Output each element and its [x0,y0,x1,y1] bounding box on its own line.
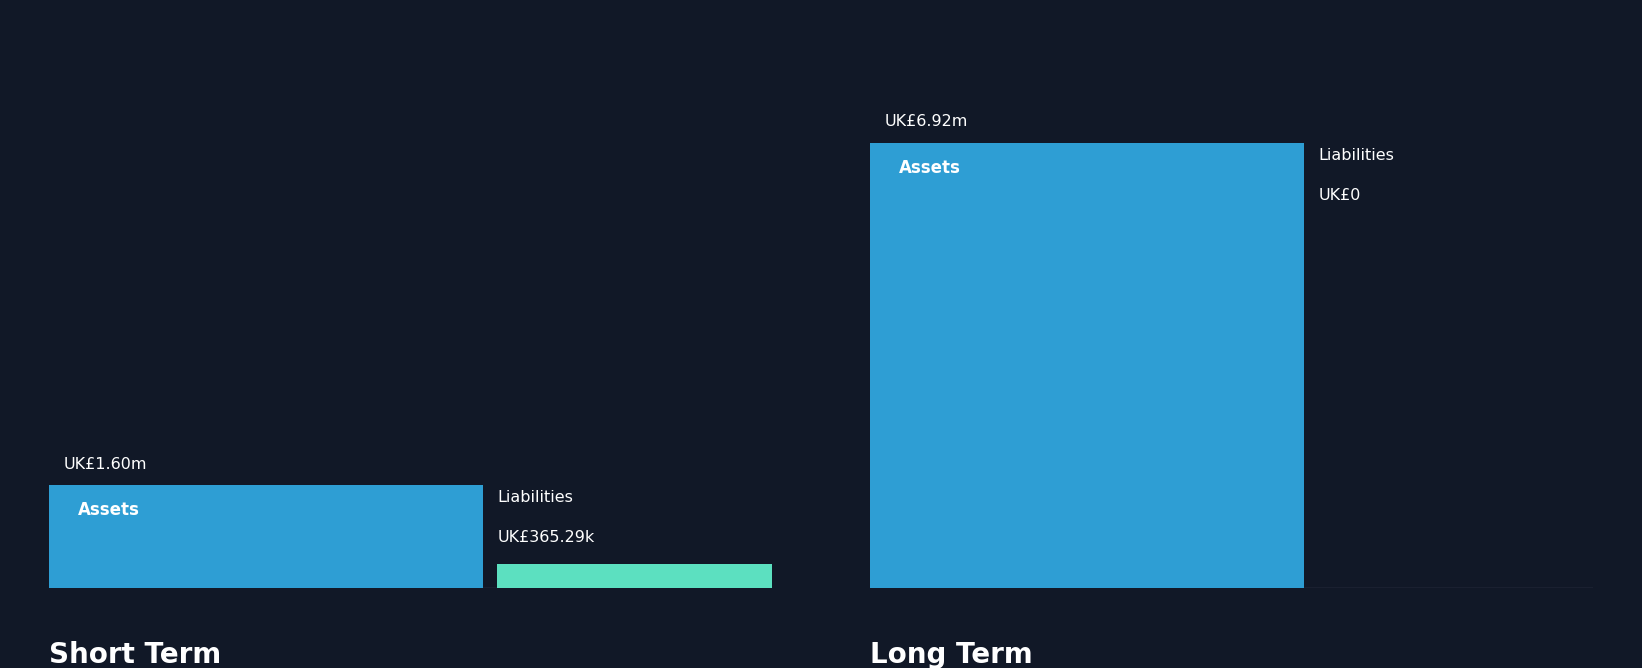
Text: Short Term: Short Term [49,641,222,668]
Text: UK£1.60m: UK£1.60m [64,456,148,472]
Text: UK£365.29k: UK£365.29k [498,530,594,545]
Bar [49,485,483,588]
Text: Liabilities: Liabilities [498,490,573,505]
Text: Long Term: Long Term [870,641,1033,668]
Bar [498,564,772,588]
Text: Liabilities: Liabilities [1319,148,1394,163]
Text: UK£0: UK£0 [1319,188,1361,203]
Text: UK£6.92m: UK£6.92m [885,114,969,129]
Text: Assets: Assets [79,501,140,519]
Text: Assets: Assets [900,158,961,176]
Bar [870,142,1304,588]
